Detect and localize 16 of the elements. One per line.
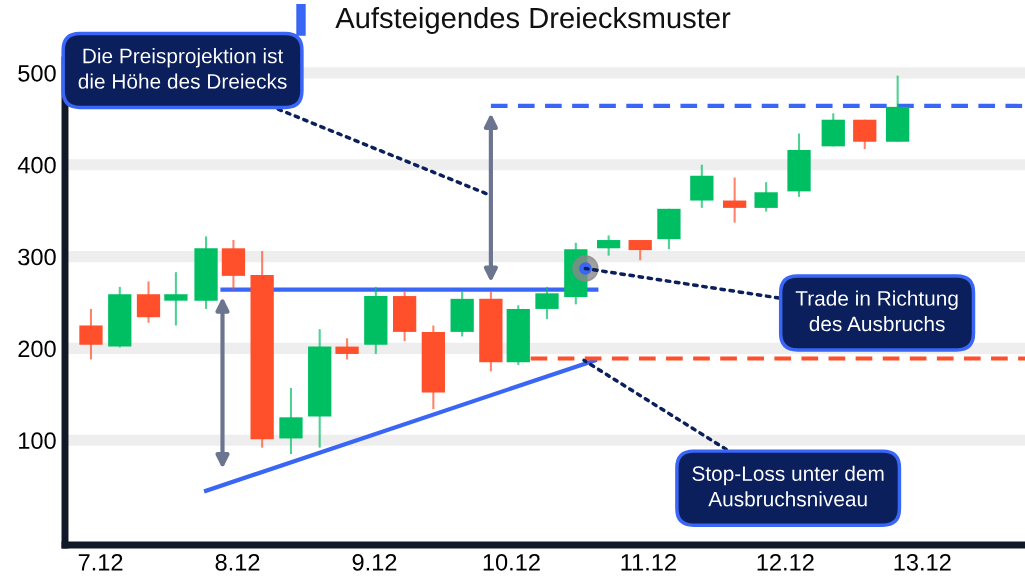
- chart-title: Aufsteigendes Dreiecksmuster: [335, 6, 731, 35]
- x-tick-label: 13.12: [894, 553, 951, 571]
- x-tick-label: 10.12: [483, 553, 540, 571]
- x-tick-label: 9.12: [352, 553, 397, 571]
- x-tick-label: 7.12: [78, 553, 123, 571]
- annotation: Stop-Loss unter dem Ausbruchsniveau: [692, 465, 884, 507]
- y-tick-label: 100: [19, 432, 56, 450]
- y-tick-label: 500: [18, 64, 56, 82]
- annotation: Trade in Richtung des Ausbruchs: [795, 290, 958, 332]
- y-tick-label: 400: [17, 156, 56, 174]
- x-tick-label: 11.12: [621, 553, 676, 571]
- x-tick-label: 8.12: [215, 553, 260, 571]
- y-tick-label: 300: [18, 248, 56, 266]
- y-tick-label: 200: [18, 340, 56, 358]
- x-tick-label: 12.12: [757, 553, 814, 571]
- annotation: Die Preisprojektion ist die Höhe des Dreiecks: [78, 48, 287, 89]
